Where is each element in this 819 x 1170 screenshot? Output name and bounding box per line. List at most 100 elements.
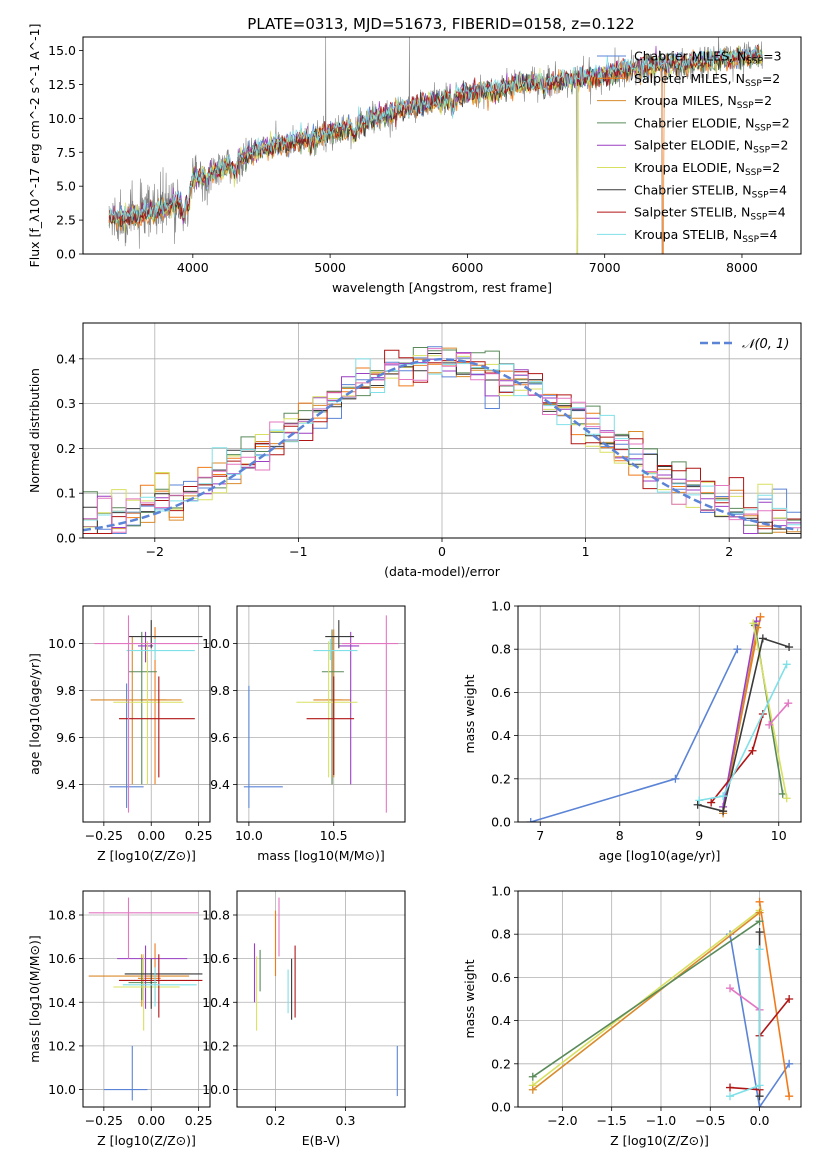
weight-marker: [755, 917, 764, 926]
weight-marker: [726, 1092, 735, 1101]
errorbar-point: [313, 638, 358, 660]
axes-frame: [82, 605, 211, 823]
weight-marker: [726, 1083, 735, 1092]
weight-marker: [695, 796, 704, 805]
y-tick-label: 10.6: [202, 951, 230, 966]
y-tick-label: 10.2: [202, 1038, 230, 1053]
errorbar-point: [90, 636, 182, 785]
y-tick-label: 15.0: [48, 43, 76, 58]
weight-line: [722, 627, 759, 814]
x-axis-label: Z [log10(Z/Z⊙)]: [97, 1133, 196, 1148]
y-tick-label: 10.8: [202, 908, 230, 923]
y-tick-label: 0.8: [491, 927, 511, 942]
x-tick-label: −1: [289, 544, 307, 559]
errorbar-point: [94, 615, 199, 813]
figure-title: PLATE=0313, MJD=51673, FIBERID=0158, z=0…: [247, 15, 634, 33]
y-tick-label: 2.5: [56, 213, 76, 228]
y-tick-label: 10.0: [48, 111, 76, 126]
x-tick-label: 0.25: [185, 1113, 213, 1128]
weight-marker: [755, 928, 764, 937]
weight-marker: [785, 1059, 794, 1068]
axes-frame: [82, 890, 211, 1108]
plot-area: [90, 615, 203, 813]
weight-marker: [782, 660, 791, 669]
y-tick-label: 0.6: [491, 685, 511, 700]
spectrum-legend: Chabrier MILES, NSSP=3 Salpeter MILES, NS…: [597, 49, 790, 245]
weight-marker: [719, 807, 728, 816]
errorbar-point: [306, 676, 355, 776]
errorbar-point: [124, 958, 203, 1009]
weight-marker: [785, 995, 794, 1003]
y-tick-label: 10.6: [48, 951, 76, 966]
weight-line: [729, 934, 790, 1107]
weight-marker: [749, 619, 758, 628]
y-tick-label: 10.0: [48, 1082, 76, 1097]
y-axis-label: mass weight: [462, 959, 477, 1038]
weight-marker: [782, 794, 791, 803]
weight-line: [768, 702, 789, 726]
y-tick-label: 0.6: [491, 970, 511, 985]
x-tick-label: 5000: [314, 260, 346, 275]
grid: [237, 891, 405, 1107]
weight-line: [722, 620, 758, 808]
grid: [518, 890, 801, 1108]
errorbar-point: [326, 629, 343, 778]
y-tick-label: 10.8: [48, 908, 76, 923]
x-tick-label: 0.0: [750, 1113, 770, 1128]
errorbar-point: [109, 683, 144, 808]
errorbar-point: [128, 958, 157, 1001]
weight-line: [729, 987, 761, 1011]
panel-mass-vs-EBV: 0.2 0.3 10.0 10.2 10.4 10.6 10.8 E(B-V): [202, 890, 406, 1148]
x-tick-label: 8: [616, 828, 624, 843]
legend-entry: Chabrier STELIB, NSSP=4: [634, 182, 787, 200]
x-tick-label: −2.0: [547, 1113, 577, 1128]
plot-area: [253, 897, 398, 1097]
x-tick-label: 6000: [451, 260, 483, 275]
errorbar-point: [103, 1045, 148, 1101]
x-axis-label: Z [log10(Z/Z⊙)]: [97, 848, 196, 863]
y-tick-label: 0.0: [491, 1100, 511, 1115]
y-tick-label: 0.0: [56, 247, 76, 262]
axes-frame: [517, 890, 802, 1108]
axes-frame: [82, 36, 802, 255]
weight-line: [697, 637, 790, 813]
errorbar-point: [243, 685, 283, 808]
y-tick-label: 10.0: [202, 636, 230, 651]
legend-entry: Chabrier ELODIE, NSSP=2: [634, 115, 790, 133]
x-tick-label: 0.25: [185, 828, 213, 843]
axes-frame: [236, 890, 406, 1108]
x-tick-label: 7: [536, 828, 544, 843]
plot-area: [528, 897, 794, 1107]
weight-line: [532, 911, 761, 1091]
spectrum-model-line: [108, 46, 763, 224]
y-tick-label: 0.1: [56, 486, 76, 501]
y-tick-label: 10.2: [48, 1038, 76, 1053]
y-tick-label: 10.0: [202, 1082, 230, 1097]
errorbar-point: [113, 954, 180, 1031]
weight-line: [729, 1086, 760, 1091]
x-tick-label: 8000: [726, 260, 758, 275]
x-tick-label: 0.00: [137, 828, 165, 843]
x-tick-label: 7000: [589, 260, 621, 275]
panel-age-vs-mass: 10.0 10.5 9.4 9.6 9.8 10.0 mass [log10(M/M⊙)]: [202, 605, 406, 863]
weight-marker: [707, 798, 716, 807]
plot-area: [108, 37, 763, 254]
plot-area: [83, 346, 801, 538]
weight-marker: [784, 699, 793, 708]
y-axis-label: Flux [f_λ10^-17 erg cm^-2 s^-1 A^-1]: [27, 24, 42, 268]
weight-marker: [755, 1103, 764, 1107]
errorbar-point: [119, 954, 203, 1018]
errorbar-point: [296, 641, 358, 778]
y-axis-label: mass weight: [462, 674, 477, 753]
errorbar-point: [342, 615, 399, 813]
grid: [518, 605, 801, 823]
y-tick-label: 0.0: [56, 531, 76, 546]
x-tick-label: 10.5: [320, 828, 348, 843]
plot-area: [243, 615, 399, 813]
weight-marker: [758, 634, 767, 643]
y-tick-label: 0.4: [56, 351, 76, 366]
panel-spectrum: 4000 5000 6000 7000 8000 0.0 2.5 5.0 7.5 10.0 12.5…: [27, 24, 802, 295]
plot-area: [88, 897, 203, 1101]
y-tick-label: 0.2: [56, 441, 76, 456]
